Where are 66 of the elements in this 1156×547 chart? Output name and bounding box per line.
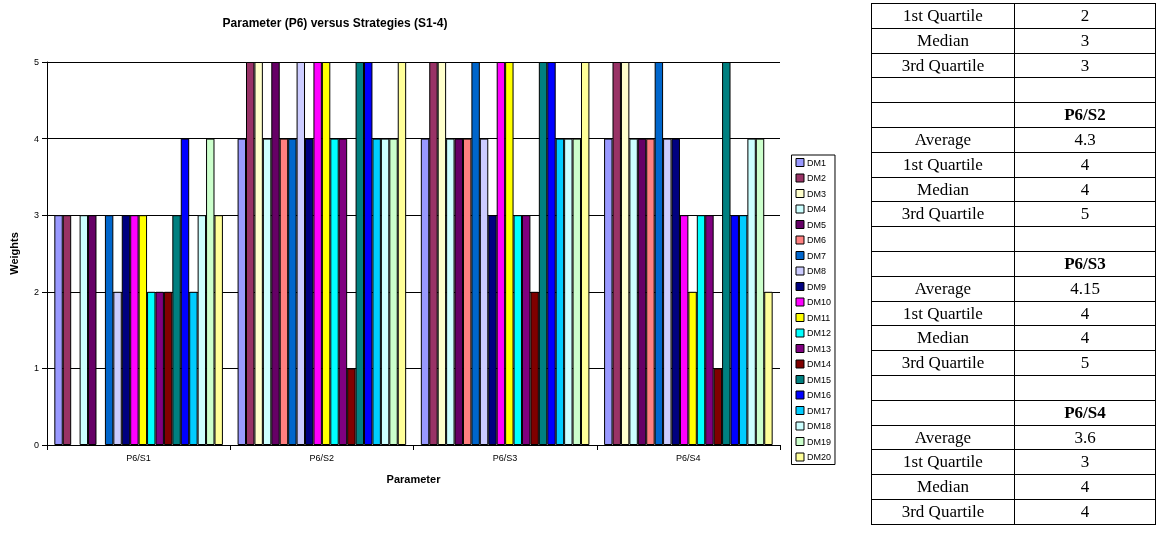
legend-label: DM13 (806, 343, 832, 354)
legend-label: DM4 (806, 204, 827, 214)
text: 4 (1014, 499, 1156, 525)
text: 3rd Quartile (871, 53, 1015, 78)
x-tick-label: P6/S3 (492, 452, 518, 463)
text: 4 (1014, 152, 1156, 178)
legend-label: DM3 (806, 188, 827, 199)
text: 3 (1014, 53, 1156, 78)
legend-label: DM10 (806, 297, 832, 307)
text: 3 (1014, 28, 1156, 54)
text: 1st Quartile (871, 301, 1015, 326)
y-tick-label: 0 (33, 440, 39, 450)
legend-label: DM20 (806, 452, 832, 462)
y-tick-label: 5 (33, 57, 39, 67)
text: 4.3 (1014, 127, 1156, 153)
text: Median (871, 474, 1015, 500)
legend-label: DM18 (806, 421, 832, 431)
legend-label: DM8 (806, 266, 827, 276)
text: 5 (1014, 350, 1156, 376)
legend-label: DM1 (806, 157, 827, 168)
chart-title: Parameter (P6) versus Strategies (S1-4) (222, 16, 448, 30)
legend-label: DM7 (806, 250, 827, 261)
legend-label: DM14 (806, 359, 832, 369)
text: 5 (1014, 201, 1156, 227)
text: 4 (1014, 325, 1156, 351)
text: P6/S3 (1014, 251, 1156, 277)
text: 3rd Quartile (871, 499, 1015, 525)
text: 3rd Quartile (871, 201, 1015, 227)
text: 2 (1014, 3, 1156, 29)
y-tick-label: 2 (33, 286, 39, 297)
y-axis-title: Weights (7, 232, 20, 275)
text: 4 (1014, 301, 1156, 326)
text: Median (871, 28, 1015, 54)
legend-label: DM15 (806, 374, 832, 385)
text: Average (871, 425, 1015, 450)
legend-label: DM11 (806, 312, 831, 323)
y-tick-label: 3 (33, 210, 39, 221)
text: 4 (1014, 474, 1156, 500)
text: 3 (1014, 449, 1156, 475)
legend-label: DM17 (806, 405, 832, 416)
x-tick-label: P6/S2 (309, 452, 335, 463)
text: P6/S4 (1014, 400, 1156, 426)
text: Median (871, 177, 1015, 202)
text: 1st Quartile (871, 449, 1015, 475)
text: 1st Quartile (871, 3, 1015, 29)
legend-label: DM6 (806, 235, 827, 245)
x-tick-label: P6/S4 (676, 452, 701, 463)
text: P6/S2 (1014, 102, 1156, 128)
legend-label: DM19 (806, 436, 832, 447)
legend-label: DM9 (806, 281, 827, 292)
text: 4 (1014, 177, 1156, 202)
y-tick-label: 1 (33, 363, 39, 374)
x-axis-title: Parameter (386, 472, 442, 485)
text: Average (871, 127, 1015, 153)
legend-label: DM2 (806, 173, 827, 183)
text: 4.15 (1014, 276, 1156, 302)
text: 1st Quartile (871, 152, 1015, 178)
text: Average (871, 276, 1015, 302)
legend-label: DM12 (806, 328, 832, 338)
text: 3.6 (1014, 425, 1156, 450)
legend-label: DM16 (806, 390, 832, 400)
legend-label: DM5 (806, 219, 827, 230)
x-tick-label: P6/S1 (126, 452, 151, 463)
text: 3rd Quartile (871, 350, 1015, 376)
y-tick-label: 4 (33, 133, 39, 144)
text: Median (871, 325, 1015, 351)
